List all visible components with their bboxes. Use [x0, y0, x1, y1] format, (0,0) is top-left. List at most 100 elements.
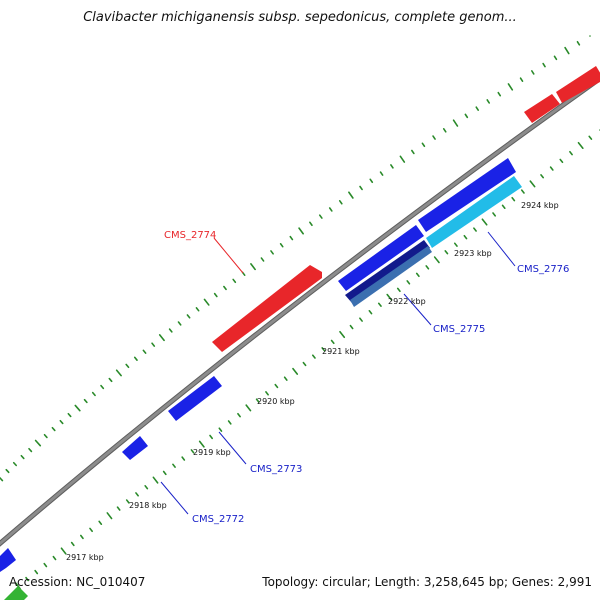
inner-tick-mark [190, 449, 195, 454]
gene-cms-2776[interactable] [418, 158, 516, 232]
inner-tick-mark [588, 135, 593, 140]
scale-label: 2920 kbp [257, 397, 295, 406]
inner-tick-mark [60, 547, 67, 555]
inner-tick-mark [89, 527, 93, 533]
inner-tick-mark [415, 272, 420, 278]
outer-tick-mark [390, 164, 394, 169]
inner-tick-mark [425, 265, 430, 270]
genes-label: Genes: [511, 575, 554, 589]
gene-label[interactable]: CMS_2773 [250, 464, 302, 475]
gene-label[interactable]: CMS_2775 [433, 324, 485, 335]
inner-tick-mark [237, 412, 241, 418]
inner-tick-mark [106, 512, 113, 520]
inner-tick-mark [245, 404, 252, 412]
outer-tick-mark [168, 328, 173, 333]
outer-tick-mark [34, 439, 42, 447]
outer-tick-mark [91, 391, 96, 397]
gene-cms-2776-b[interactable] [426, 176, 522, 248]
scale-label: 2918 kbp [129, 501, 167, 510]
inner-tick-mark [116, 506, 121, 511]
outer-tick-mark [519, 77, 524, 82]
length-label: Length: [374, 575, 421, 589]
outer-tick-mark [289, 235, 294, 241]
outer-tick-mark [432, 135, 436, 140]
inner-tick-mark [386, 293, 393, 301]
scale-label: 2917 kbp [66, 553, 104, 562]
gene-cms-2774[interactable] [212, 265, 322, 352]
page-title: Clavibacter michiganensis subsp. sepedon… [83, 10, 517, 25]
outer-tick-mark [399, 155, 406, 163]
scale-label: 2924 kbp [521, 201, 559, 210]
inner-tick-mark [255, 398, 260, 403]
gene-partial-left[interactable] [4, 586, 28, 600]
inner-tick-mark [444, 250, 449, 255]
accession-info: Accession: NC_010407 [9, 575, 145, 589]
inner-tick-mark [511, 196, 516, 202]
outer-tick-mark [133, 356, 138, 361]
gene-forward-top-b[interactable] [556, 66, 600, 103]
genes-value: 2,991 [557, 575, 592, 589]
scale-label: 2921 kbp [322, 347, 360, 356]
inner-tick-mark [529, 180, 536, 188]
outer-tick-mark [279, 242, 284, 248]
gene-forward-top-a[interactable] [524, 94, 560, 123]
outer-tick-mark [59, 419, 64, 425]
inner-tick-mark [330, 339, 335, 345]
outer-tick-mark [51, 426, 56, 432]
outer-tick-mark [260, 257, 265, 262]
accession-label: Accession: [9, 575, 73, 589]
gene-leader-line [403, 293, 432, 326]
outer-tick-mark [108, 377, 113, 383]
outer-tick-mark [507, 83, 514, 91]
outer-tick-mark [67, 412, 72, 418]
gene-label[interactable]: CMS_2774 [164, 230, 216, 241]
inner-tick-mark [453, 242, 458, 247]
inner-tick-mark [198, 440, 205, 448]
outer-tick-mark [497, 91, 502, 97]
inner-tick-mark [559, 158, 564, 164]
outer-tick-mark [250, 263, 256, 271]
inner-tick-mark [501, 204, 506, 210]
gene-cms-2775-c[interactable] [350, 246, 432, 307]
gene-cms-2775[interactable] [338, 225, 424, 291]
inner-tick-mark [80, 534, 84, 540]
inner-tick-mark [70, 541, 75, 547]
outer-tick-mark [379, 171, 384, 176]
accession-value: NC_010407 [76, 575, 146, 589]
topology-value: circular [322, 575, 367, 589]
outer-tick-mark [475, 106, 480, 111]
outer-tick-mark [158, 334, 165, 342]
gene-leader-line [213, 237, 244, 274]
inner-tick-mark [125, 499, 130, 504]
inner-tick-mark [34, 569, 39, 575]
inner-tick-mark [492, 212, 497, 217]
inner-tick-mark [311, 354, 316, 359]
gene-cms-2772[interactable] [122, 436, 148, 460]
outer-tick-mark [531, 70, 535, 75]
genome-backbone [0, 75, 600, 547]
outer-tick-mark [369, 178, 374, 184]
inner-tick-mark [396, 287, 401, 293]
outer-tick-mark [486, 99, 491, 104]
scale-labels: 2917 kbp 2918 kbp 2919 kbp 2920 kbp 2921 kbp… [66, 201, 559, 562]
outer-tick-mark [100, 384, 105, 390]
inner-tick-mark [406, 280, 411, 285]
outer-tick-mark [20, 454, 25, 460]
outer-tick-mark [452, 119, 459, 127]
gene-cms-2773[interactable] [168, 376, 222, 421]
gene-label[interactable]: CMS_2772 [192, 514, 244, 525]
scale-label: 2919 kbp [193, 448, 231, 457]
inner-tick-mark [359, 317, 363, 322]
inner-tick-mark [368, 309, 373, 315]
outer-tick-mark [464, 113, 469, 119]
gene-cms-2775-b[interactable] [345, 240, 430, 303]
inner-tick-mark [302, 361, 307, 367]
gene-label[interactable]: CMS_2776 [517, 264, 569, 275]
outer-tick-mark [348, 191, 354, 199]
inner-tick-mark [339, 330, 346, 339]
gene-partial-blue-left[interactable] [0, 548, 16, 572]
outer-tick-mark [328, 207, 333, 212]
outer-tick-mark [142, 349, 147, 354]
gene-leader-line [218, 431, 247, 465]
outer-tick-mark [270, 250, 274, 255]
